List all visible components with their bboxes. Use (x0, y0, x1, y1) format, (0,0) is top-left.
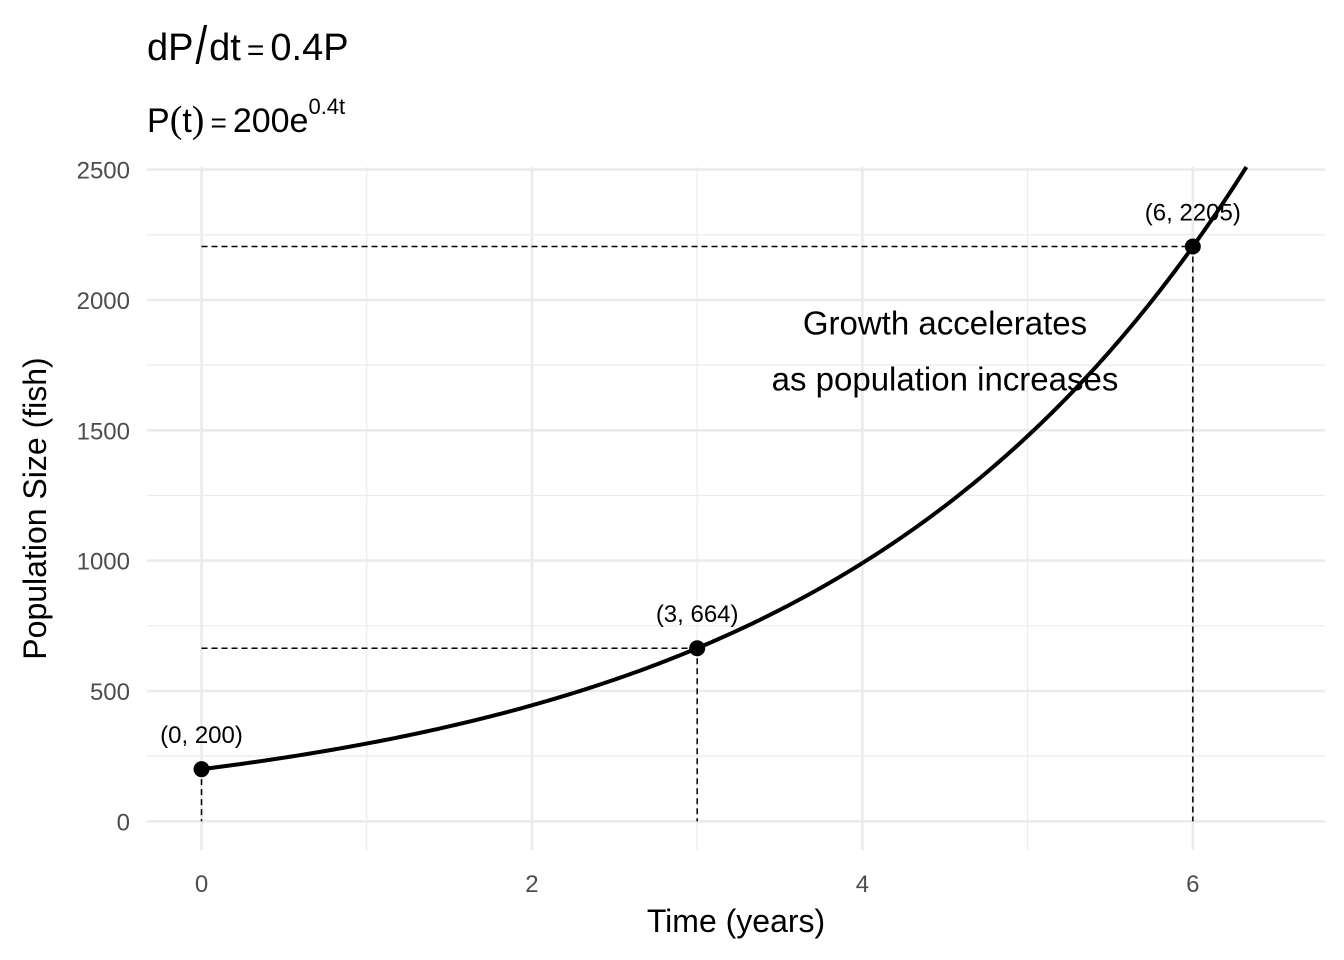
title-lhs-den: dt (209, 27, 241, 69)
y-tick-label: 2000 (77, 288, 130, 315)
title-slash: / (195, 16, 208, 75)
title-rhs: 0.4P (270, 27, 349, 69)
point-label: (0, 200) (160, 722, 243, 749)
y-tick-label: 1500 (77, 418, 130, 445)
data-point (1184, 238, 1201, 255)
title-equals: = (246, 34, 265, 67)
minor-grid (147, 167, 1325, 850)
x-axis-ticks: 0 2 4 6 (195, 871, 1200, 898)
y-axis-title: Population Size (fish) (17, 357, 53, 659)
subtitle-equals: = (210, 107, 227, 138)
x-tick-label: 4 (856, 871, 869, 898)
y-tick-label: 500 (90, 679, 130, 706)
annotation-line-1: Growth accelerates (803, 304, 1087, 341)
data-point (193, 761, 210, 778)
x-axis-title: Time (years) (647, 903, 825, 939)
y-tick-label: 0 (117, 809, 130, 836)
chart-subtitle: P(t) = 200e0.4t (147, 94, 345, 142)
subtitle-paren-close: ) (191, 99, 205, 141)
title-lhs-num: dP (147, 27, 194, 69)
subtitle-arg: t (182, 102, 192, 140)
growth-curve (201, 165, 1249, 772)
y-axis-ticks: 0 500 1000 1500 2000 2500 (77, 158, 130, 837)
chart-title: dP/dt = 0.4P (147, 16, 349, 75)
major-grid (147, 167, 1325, 850)
x-tick-label: 2 (525, 871, 538, 898)
data-points (193, 238, 1201, 778)
y-tick-label: 1000 (77, 549, 130, 576)
subtitle-lhs: P (147, 102, 170, 140)
x-tick-label: 0 (195, 871, 208, 898)
subtitle-rhs-exponent: 0.4t (308, 93, 346, 119)
point-labels: (0, 200) (3, 664) (6, 2205) (160, 200, 1241, 750)
guide-lines (200, 245, 1194, 822)
annotation-line-2: as population increases (772, 360, 1119, 397)
data-point (689, 640, 706, 657)
subtitle-paren-open: ( (169, 99, 183, 141)
y-tick-label: 2500 (77, 158, 130, 185)
point-label: (6, 2205) (1145, 200, 1241, 227)
subtitle-rhs-base: 200e (232, 102, 309, 140)
point-label: (3, 664) (656, 601, 739, 628)
x-tick-label: 6 (1186, 871, 1199, 898)
